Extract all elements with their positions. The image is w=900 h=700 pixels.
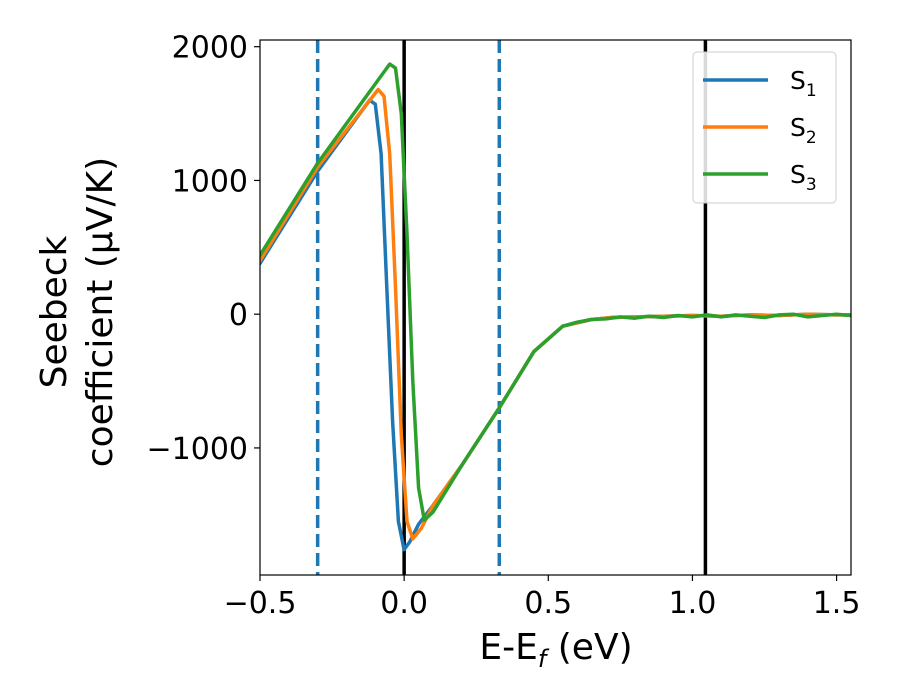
x-axis-title: E-Ef (eV) bbox=[479, 627, 632, 673]
x-tick-label: 1.5 bbox=[813, 586, 861, 621]
x-tick-label: 0.5 bbox=[524, 586, 572, 621]
y-tick-label: 0 bbox=[229, 298, 248, 333]
series-layer bbox=[260, 62, 851, 552]
y-tick-label: −1000 bbox=[147, 432, 248, 467]
legend-label-s2: S2 bbox=[790, 113, 817, 148]
x-tick-label: 0.0 bbox=[380, 586, 428, 621]
legend-label-s1: S1 bbox=[790, 66, 817, 101]
y-axis-title-line1: Seebeck bbox=[34, 235, 75, 388]
x-tick-label: 1.0 bbox=[669, 586, 717, 621]
y-tick-label: 1000 bbox=[172, 164, 248, 199]
x-tick-label: −0.5 bbox=[224, 586, 297, 621]
plot-frame bbox=[259, 39, 852, 576]
y-axis-title-line2: coefficient (μV/K) bbox=[80, 157, 121, 467]
x-axis-title-unit: (eV) bbox=[546, 627, 632, 668]
x-axis-ticks: −0.5 0.0 0.5 1.0 1.5 bbox=[224, 575, 861, 621]
x-axis-title-main: E-E bbox=[479, 627, 537, 668]
y-axis-ticks: 2000 1000 0 −1000 bbox=[147, 31, 260, 467]
y-axis-title: Seebeck coefficient (μV/K) bbox=[34, 157, 121, 467]
series-line-s3 bbox=[260, 62, 851, 522]
y-tick-label: 2000 bbox=[172, 31, 248, 66]
legend: S1 S2 S3 bbox=[692, 51, 837, 204]
legend-label-s3: S3 bbox=[790, 160, 817, 195]
